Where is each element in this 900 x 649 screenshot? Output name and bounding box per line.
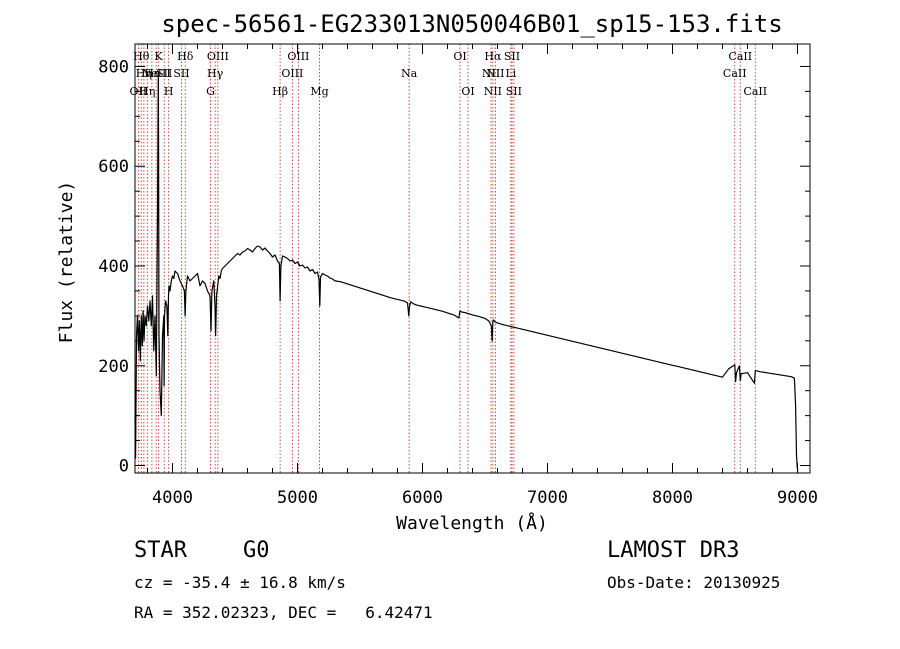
plot-axes bbox=[134, 43, 811, 474]
observation-date: Obs-Date: 20130925 bbox=[607, 573, 781, 592]
line-label-14-0: Hβ bbox=[272, 85, 288, 98]
line-label-1-0: Hθ bbox=[133, 50, 150, 63]
line-label-22-0: Hα bbox=[484, 50, 502, 63]
spectral-line-markers bbox=[137, 44, 756, 473]
line-label-28-0: CaII bbox=[728, 50, 752, 63]
line-label-9-0: SII bbox=[173, 67, 189, 80]
object-class: STAR bbox=[134, 538, 187, 563]
line-label-22-1: NII bbox=[484, 85, 502, 98]
line-label-4-0: Hε bbox=[144, 67, 160, 80]
line-label-24-0: Li bbox=[505, 67, 516, 80]
spectral-line-labels: OIIHθHηHηHεNeIIIKSIIHSIIHδGHγOIIIHβOIIIO… bbox=[130, 50, 768, 98]
y-tick-label: 800 bbox=[98, 57, 129, 77]
y-tick-label: 0 bbox=[119, 457, 129, 477]
line-label-13-0: OIII bbox=[207, 50, 229, 63]
x-tick-label: 7000 bbox=[527, 488, 568, 508]
line-label-25-0: SII bbox=[504, 50, 520, 63]
line-label-6-0: K bbox=[155, 50, 164, 63]
y-axis-label: Flux (relative) bbox=[56, 181, 77, 344]
line-label-23-0: NII bbox=[486, 67, 504, 80]
x-tick-label: 6000 bbox=[402, 488, 443, 508]
line-label-11-0: G bbox=[206, 85, 215, 98]
line-label-21-0: NII bbox=[482, 67, 500, 80]
y-tick-label: 200 bbox=[98, 357, 129, 377]
object-subclass: G0 bbox=[243, 538, 270, 563]
plot-frame bbox=[134, 43, 811, 474]
line-label-3-0: Hη bbox=[139, 85, 155, 98]
x-axis-label: Wavelength (Å) bbox=[396, 512, 548, 534]
line-label-27-0: CaII bbox=[723, 67, 747, 80]
x-tick-label: 8000 bbox=[652, 488, 693, 508]
line-label-16-0: OIII bbox=[287, 50, 309, 63]
chart-title: spec-56561-EG233013N050046B01_sp15-153.f… bbox=[161, 10, 782, 38]
spectrum-series-line bbox=[134, 70, 799, 471]
axis-ticks: 4000 5000 6000 7000 8000 9000 0 200 400 600 800 bbox=[98, 44, 818, 508]
survey-name: LAMOST DR3 bbox=[607, 538, 740, 563]
line-label-10-0: Hδ bbox=[177, 50, 194, 63]
y-tick-label: 600 bbox=[98, 157, 129, 177]
coordinates: RA = 352.02323, DEC = 6.42471 bbox=[134, 603, 433, 622]
line-label-2-0: Hη bbox=[136, 67, 152, 80]
line-label-15-0: OIII bbox=[281, 67, 303, 80]
line-label-17-0: Mg bbox=[310, 85, 328, 98]
x-tick-label: 9000 bbox=[777, 488, 818, 508]
line-label-19-0: OI bbox=[453, 50, 466, 63]
line-label-5-0: NeIII bbox=[142, 67, 171, 80]
line-label-29-0: CaII bbox=[743, 85, 767, 98]
x-tick-label: 4000 bbox=[152, 488, 193, 508]
line-label-26-0: SII bbox=[506, 85, 522, 98]
y-tick-label: 400 bbox=[98, 257, 129, 277]
redshift-velocity: cz = -35.4 ± 16.8 km/s bbox=[134, 573, 346, 592]
line-label-18-0: Na bbox=[401, 67, 418, 80]
line-label-12-0: Hγ bbox=[207, 67, 224, 80]
line-label-8-0: H bbox=[164, 85, 174, 98]
line-label-20-0: OI bbox=[461, 85, 474, 98]
line-label-7-0: SII bbox=[156, 67, 172, 80]
x-tick-label: 5000 bbox=[277, 488, 318, 508]
